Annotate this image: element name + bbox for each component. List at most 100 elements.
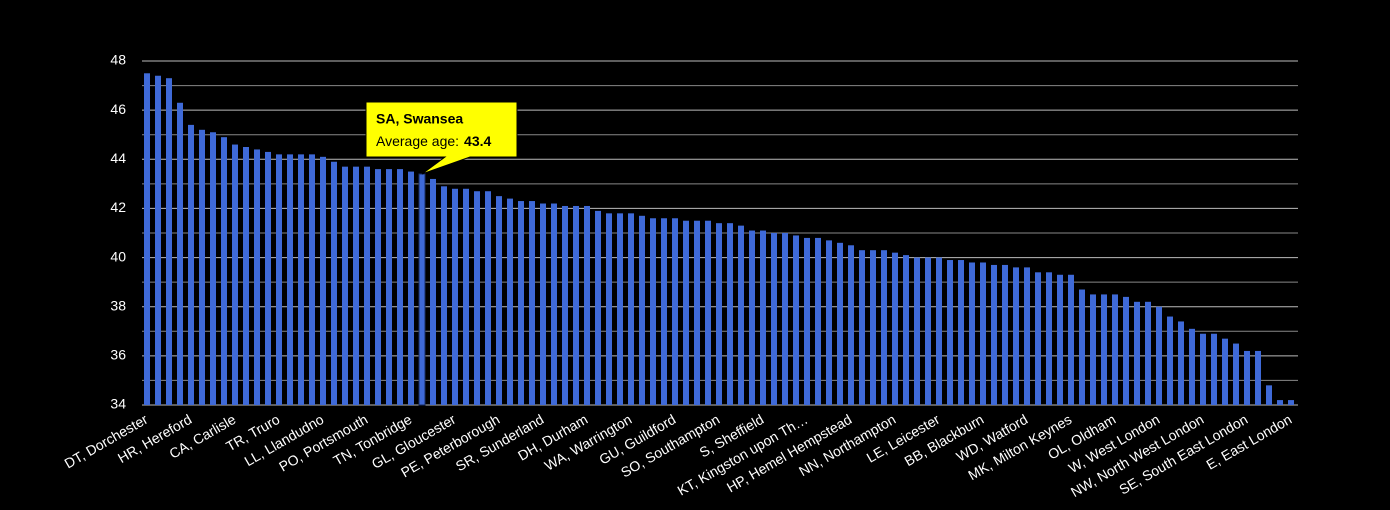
bar [617,213,623,405]
bar [474,191,480,405]
bar [958,260,964,405]
bar [793,235,799,405]
bar [1222,338,1228,405]
bar [804,237,810,405]
bar [243,147,249,405]
bar [936,257,942,405]
bar [551,203,557,405]
y-tick-label: 48 [110,52,126,68]
bar [650,218,656,405]
bar [1134,301,1140,405]
bar [155,75,161,405]
bar [826,240,832,405]
bar [430,178,436,405]
bar [1024,267,1030,405]
bar [947,260,953,405]
bar [771,233,777,405]
bar [342,166,348,405]
bar [1167,316,1173,405]
bar [144,73,150,406]
bar [980,262,986,405]
bar [375,169,381,405]
bar [177,102,183,406]
bar [452,188,458,405]
bar [386,169,392,405]
tooltip-title: SA, Swansea [376,111,463,127]
bar [1112,294,1118,405]
bar [716,223,722,405]
bar [518,201,524,405]
bar [364,166,370,405]
bar [672,218,678,405]
bar [309,154,315,405]
bar [298,154,304,405]
bar [463,188,469,405]
bar [1233,343,1239,405]
bar [628,213,634,405]
bar [683,220,689,405]
bar [166,78,172,405]
bar [254,149,260,405]
tooltip: SA, Swansea Average age: 43.4 [365,101,518,175]
bar [1068,274,1074,405]
y-tick-label: 40 [110,248,126,264]
bar [1101,294,1107,405]
tooltip-line: Average age: 43.4 [376,133,491,149]
bar [562,205,568,405]
bar [353,166,359,405]
y-tick-label: 44 [110,150,126,166]
bar [320,156,326,405]
bar [1145,301,1151,405]
bar [1057,274,1063,405]
bar [1079,289,1085,405]
tooltip-value: 43.4 [464,133,491,149]
bar [265,151,271,405]
bar [1200,333,1206,405]
bar [408,171,414,405]
bar [1035,272,1041,405]
bar [738,225,744,405]
bar [1211,333,1217,405]
bar [925,257,931,405]
bar [1156,306,1162,405]
bar [848,245,854,405]
bar [760,230,766,405]
bar [331,161,337,405]
bar [1244,350,1250,405]
bar [595,210,601,405]
bar [1277,400,1283,405]
bar [1013,267,1019,405]
y-tick-label: 34 [110,396,126,412]
bar [276,154,282,405]
y-tick-label: 38 [110,297,126,313]
bar [540,203,546,405]
bar [1255,350,1261,405]
tooltip-label: Average age: [376,133,459,149]
bar [287,154,293,405]
bar [397,169,403,405]
y-tick-label: 42 [110,199,126,215]
bar [1090,294,1096,405]
bar [529,201,535,405]
bar [1046,272,1052,405]
bar [782,233,788,405]
bar [573,205,579,405]
bar [705,220,711,405]
bar [903,255,909,405]
bar [232,144,238,406]
bar [1178,321,1184,405]
bar [859,250,865,405]
bar [892,252,898,405]
bar [1002,264,1008,405]
bar [661,218,667,405]
bar [694,220,700,405]
bar [1189,328,1195,405]
bar [727,223,733,405]
bar [199,129,205,406]
bar [881,250,887,405]
y-tick-label: 36 [110,347,126,363]
bar [991,264,997,405]
bar [606,213,612,405]
bar [210,132,216,405]
bar [441,186,447,405]
